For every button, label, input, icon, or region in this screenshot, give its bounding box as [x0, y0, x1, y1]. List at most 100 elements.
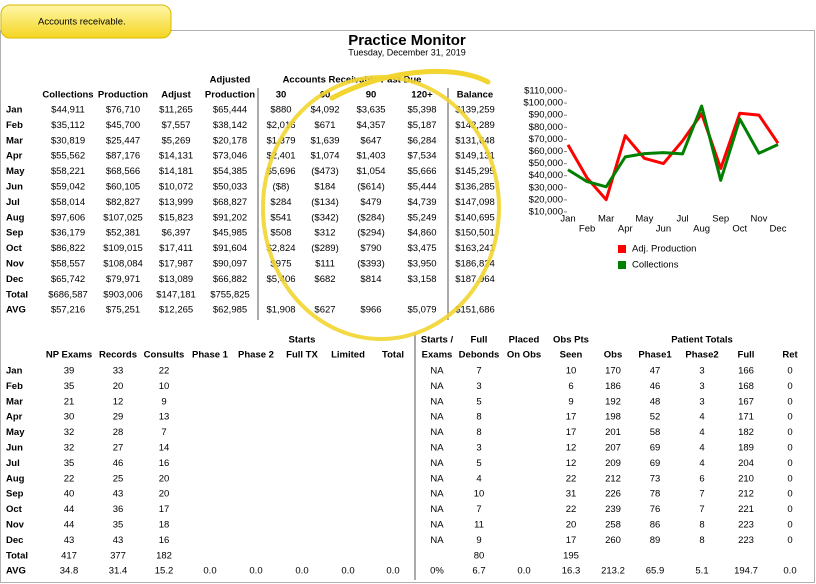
cell: 0 [787, 366, 792, 377]
cell: 0 [787, 520, 792, 531]
cell: $5,696 [266, 166, 295, 177]
cell: Debonds [459, 350, 500, 361]
cell: 207 [605, 443, 621, 454]
cell: 239 [605, 504, 621, 515]
cell: 13 [159, 412, 170, 423]
cell: $187,964 [455, 274, 495, 285]
cell: 7 [476, 366, 481, 377]
date: Tuesday, December 31, 2019 [348, 47, 466, 57]
cell: $86,822 [51, 243, 85, 254]
cell: 20 [566, 520, 577, 531]
cell: $5,444 [407, 182, 436, 193]
cell: $5,269 [161, 135, 190, 146]
x-tick-label: Aug [693, 224, 710, 235]
x-tick-label: Mar [598, 214, 614, 225]
cell: 212 [605, 473, 621, 484]
cell: $2,824 [266, 243, 295, 254]
cell: 0 [787, 381, 792, 392]
cell: $52,381 [106, 228, 140, 239]
cell: Phase 2 [238, 350, 274, 361]
cell: AVG [6, 566, 26, 577]
cell: $1,403 [356, 151, 385, 162]
cell: 31.4 [109, 566, 128, 577]
cell: 17 [566, 412, 577, 423]
cell: 3 [699, 381, 704, 392]
cell: NA [430, 443, 444, 454]
cell: Total [6, 550, 28, 561]
cell: 7 [699, 504, 704, 515]
cell: 171 [738, 412, 754, 423]
x-tick-label: Jul [676, 214, 688, 225]
cell: $814 [360, 274, 381, 285]
cell: 6.7 [472, 566, 485, 577]
cell: Oct [6, 504, 23, 515]
cell: 69 [650, 458, 661, 469]
cell: $13,089 [159, 274, 193, 285]
cell: $108,084 [103, 259, 143, 270]
cell: 0 [787, 412, 792, 423]
cell: 20 [159, 473, 170, 484]
cell: 6 [568, 381, 573, 392]
cell: Consults [144, 350, 185, 361]
cell: 22 [566, 504, 577, 515]
cell: 3 [476, 381, 481, 392]
cell: 40 [64, 489, 75, 500]
cell: 58 [650, 427, 661, 438]
cell: Jul [6, 197, 20, 208]
y-tick-label: $70,000 [529, 134, 563, 145]
cell: $111 [315, 259, 335, 270]
cell: Nov [6, 520, 25, 531]
cell: $880 [270, 105, 291, 116]
cell: $60,105 [106, 182, 140, 193]
cell: $65,742 [51, 274, 85, 285]
cell: $508 [270, 228, 291, 239]
legend-label: Collections [632, 260, 679, 271]
cell: $150,501 [455, 228, 495, 239]
cell: $312 [314, 228, 335, 239]
cell: Aug [6, 473, 25, 484]
y-tick-label: $10,000 [529, 207, 563, 218]
x-tick-label: Apr [618, 224, 633, 235]
cell: 11 [474, 520, 484, 531]
cell: Full TX [286, 350, 318, 361]
cell: 221 [738, 504, 754, 515]
cell: $75,251 [106, 305, 140, 316]
cell: Limited [331, 350, 365, 361]
cell: $76,710 [106, 105, 140, 116]
cell: Balance [457, 90, 493, 101]
cell: NP Exams [46, 350, 92, 361]
x-tick-label: Sep [712, 214, 729, 225]
cell: 4 [699, 443, 704, 454]
cell: 28 [113, 427, 124, 438]
cell: 20 [159, 489, 170, 500]
cell: 3 [699, 396, 704, 407]
cell: Jun [6, 182, 23, 193]
cell: $479 [360, 197, 381, 208]
cell: Dec [6, 274, 23, 285]
cell: 18 [159, 520, 170, 531]
cell: 32 [64, 443, 75, 454]
cell: $57,216 [51, 305, 85, 316]
cell: $10,072 [159, 182, 193, 193]
x-tick-label: May [635, 214, 653, 225]
cell: $4,739 [407, 197, 436, 208]
cell: $65,444 [213, 105, 247, 116]
cell: $151,686 [455, 305, 495, 316]
cell: 194.7 [734, 566, 758, 577]
cell: $1,074 [310, 151, 339, 162]
x-tick-label: Jan [560, 214, 575, 225]
cell: Phase1 [638, 350, 672, 361]
legend-label: Adj. Production [632, 244, 696, 255]
cell: Sep [6, 228, 24, 239]
cell: 90 [366, 90, 377, 101]
cell: $903,006 [103, 289, 143, 300]
cell: 15.2 [155, 566, 174, 577]
cell: $7,557 [161, 120, 190, 131]
y-tick-label: $50,000 [529, 158, 563, 169]
cell: $966 [360, 305, 381, 316]
cell: $25,447 [106, 135, 140, 146]
cell: $15,823 [159, 212, 193, 223]
cell: NA [430, 489, 444, 500]
cell: On Obs [507, 350, 541, 361]
